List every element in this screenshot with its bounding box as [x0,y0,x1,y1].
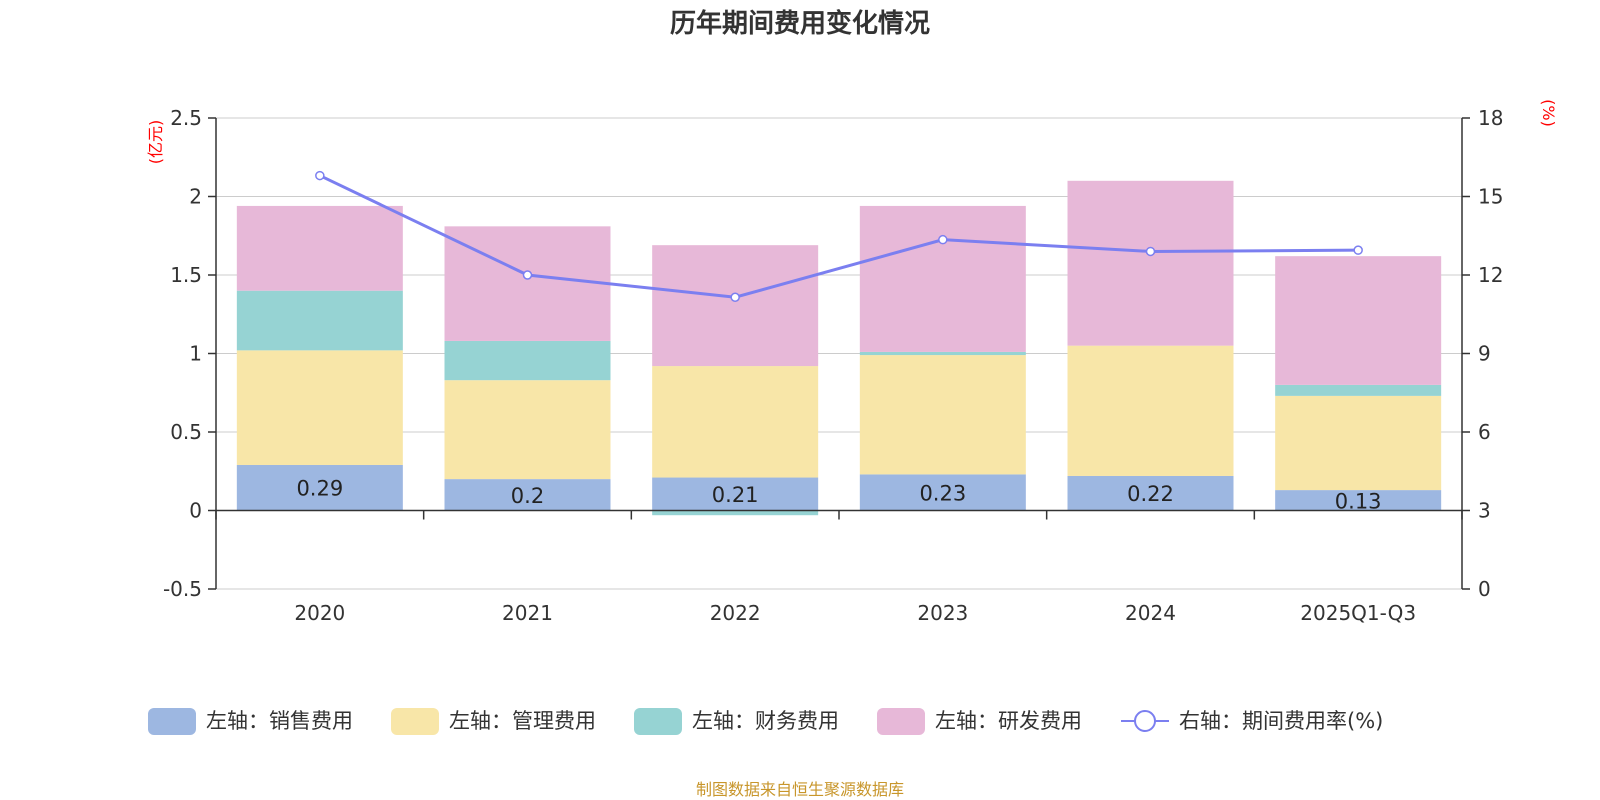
left-axis-unit: (亿元) [146,120,165,165]
right-tick-label: 12 [1478,263,1503,287]
category-label: 2025Q1-Q3 [1300,601,1416,625]
bar-segment[interactable] [236,205,403,291]
rate-point[interactable] [315,170,325,181]
right-tick-label: 9 [1478,342,1491,366]
legend-swatch [148,708,196,735]
left-tick-label: 2 [189,185,202,209]
legend-label: 左轴：财务费用 [692,709,839,733]
legend-swatch [391,708,439,735]
bar-segment[interactable] [652,245,819,367]
bar-segment[interactable] [859,474,1026,511]
data-label: 0.2 [511,484,544,508]
data-label: 0.29 [296,477,343,501]
legend-swatch [634,708,682,735]
legend-item[interactable]: 左轴：研发费用 [877,708,1082,735]
bar-segment[interactable] [444,380,611,480]
legend-swatch [877,708,925,735]
legend-item[interactable]: 右轴：期间费用率(%) [1121,709,1383,733]
bar-segment[interactable] [859,351,1026,356]
legend-item[interactable]: 左轴：管理费用 [391,708,596,735]
bars [236,180,1442,516]
right-tick-label: 15 [1478,185,1503,209]
legend-label: 左轴：管理费用 [449,709,596,733]
bar-segment[interactable] [859,205,1026,352]
bar-segment[interactable] [1275,256,1442,385]
bar-segment[interactable] [652,477,819,511]
bar-segment[interactable] [444,479,611,511]
legend[interactable]: 左轴：销售费用 左轴：管理费用 左轴：财务费用 左轴：研发费用 右轴：期间费用率(%) [148,708,1383,735]
bar-segment[interactable] [652,510,819,516]
left-tick-label: 1 [189,342,202,366]
bar-segment[interactable] [236,350,403,465]
right-tick-label: 6 [1478,420,1491,444]
source-note: 制图数据来自恒生聚源数据库 [696,780,904,799]
legend-label: 右轴：期间费用率(%) [1179,709,1383,733]
rate-point[interactable] [1145,246,1156,257]
bar-segment[interactable] [652,366,819,478]
right-axis-unit: (%) [1539,99,1558,127]
bar-segment[interactable] [859,355,1026,475]
rate-line [315,170,1363,302]
bar-segment[interactable] [444,340,611,381]
bar-segment[interactable] [236,464,403,511]
legend-item[interactable]: 左轴：财务费用 [634,708,839,735]
right-tick-label: 3 [1478,499,1491,523]
rate-line-path [319,174,1359,299]
category-label: 2022 [710,601,761,625]
rate-point[interactable] [1353,245,1363,255]
left-tick-label: 0.5 [170,420,202,444]
left-tick-label: -0.5 [163,577,202,601]
category-label: 2024 [1125,601,1176,625]
data-label: 0.22 [1127,482,1174,506]
legend-marker [1134,710,1156,732]
data-label: 0.13 [1335,489,1382,513]
bar-segment[interactable] [1275,395,1442,491]
bar-segment[interactable] [1067,345,1234,476]
bar-segment[interactable] [236,290,403,351]
bar-segment[interactable] [1067,475,1234,511]
rate-point[interactable] [522,270,533,280]
legend-item[interactable]: 左轴：销售费用 [148,708,353,735]
legend-label: 左轴：销售费用 [206,709,353,733]
category-label: 2021 [502,601,553,625]
category-label: 2023 [917,601,968,625]
rate-point[interactable] [730,292,740,302]
left-tick-label: 2.5 [170,106,202,130]
axes: 2.5 2 1.5 1 0.5 0 -0.5 18 15 12 9 6 3 0 (亿元) (%) 2020 202… [146,99,1558,625]
bar-segment[interactable] [1275,490,1442,511]
legend-label: 左轴：研发费用 [935,709,1082,733]
bar-segment[interactable] [1275,384,1442,396]
left-tick-label: 0 [189,499,202,523]
bar-segment[interactable] [1067,180,1234,346]
data-labels: 0.29 0.2 0.21 0.23 0.22 0.13 [296,477,1381,514]
right-tick-label: 18 [1478,106,1503,130]
chart-title: 历年期间费用变化情况 [670,8,930,39]
category-label: 2020 [294,601,345,625]
bar-segment[interactable] [444,226,611,341]
right-tick-label: 0 [1478,577,1491,601]
data-label: 0.23 [919,481,966,505]
data-label: 0.21 [712,483,759,507]
rate-point[interactable] [938,234,948,245]
left-tick-label: 1.5 [170,263,202,287]
